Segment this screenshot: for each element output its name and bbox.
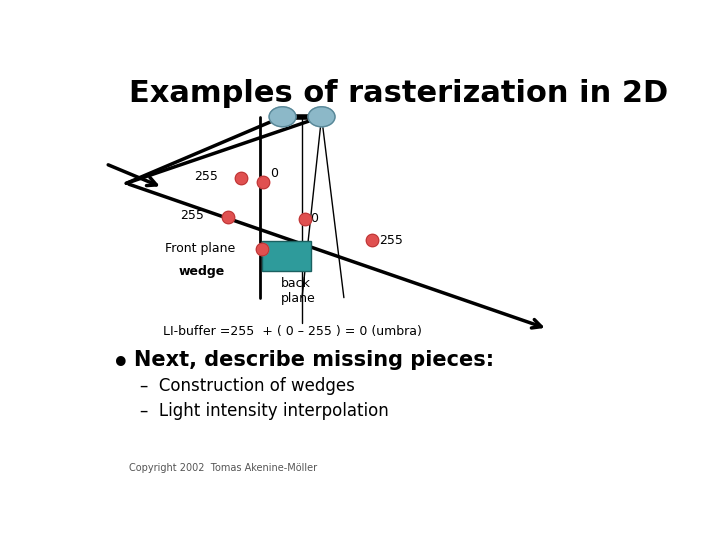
Text: Front plane: Front plane bbox=[166, 242, 235, 255]
Circle shape bbox=[269, 107, 296, 127]
Text: Copyright 2002  Tomas Akenine-Möller: Copyright 2002 Tomas Akenine-Möller bbox=[129, 463, 318, 473]
Bar bbox=[262, 241, 311, 271]
Text: –  Light intensity interpolation: – Light intensity interpolation bbox=[140, 402, 389, 421]
Text: 255: 255 bbox=[181, 209, 204, 222]
Text: 255: 255 bbox=[194, 170, 218, 183]
Circle shape bbox=[308, 107, 335, 127]
Text: 255: 255 bbox=[379, 234, 403, 247]
Text: –  Construction of wedges: – Construction of wedges bbox=[140, 377, 355, 395]
Text: back
plane: back plane bbox=[281, 277, 315, 305]
Text: Examples of rasterization in 2D: Examples of rasterization in 2D bbox=[129, 79, 668, 109]
Text: LI-buffer =255  + ( 0 – 255 ) = 0 (umbra): LI-buffer =255 + ( 0 – 255 ) = 0 (umbra) bbox=[163, 325, 421, 338]
Text: wedge: wedge bbox=[178, 265, 225, 278]
Text: Next, describe missing pieces:: Next, describe missing pieces: bbox=[133, 349, 494, 369]
Text: 0: 0 bbox=[310, 212, 318, 225]
Text: 0: 0 bbox=[270, 167, 278, 180]
Text: •: • bbox=[111, 348, 131, 381]
Text: 100: 100 bbox=[270, 242, 294, 255]
